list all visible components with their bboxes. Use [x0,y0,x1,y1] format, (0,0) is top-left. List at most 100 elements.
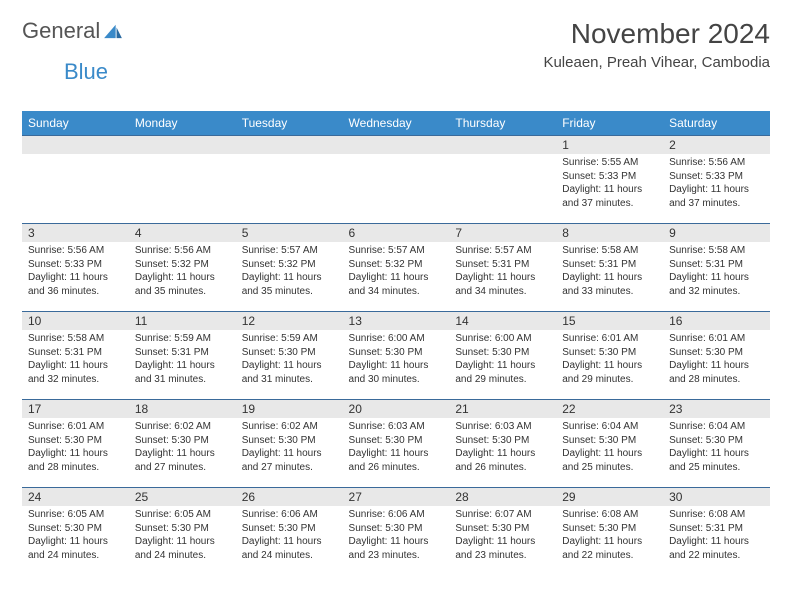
calendar-day-cell: 27Sunrise: 6:06 AMSunset: 5:30 PMDayligh… [343,488,450,576]
day-number: 1 [556,136,663,154]
day-number [343,136,450,154]
day-data: Sunrise: 6:01 AMSunset: 5:30 PMDaylight:… [22,418,129,478]
day-data: Sunrise: 6:00 AMSunset: 5:30 PMDaylight:… [343,330,450,390]
calendar-day-cell: 2Sunrise: 5:56 AMSunset: 5:33 PMDaylight… [663,136,770,224]
calendar-day-cell: 21Sunrise: 6:03 AMSunset: 5:30 PMDayligh… [449,400,556,488]
calendar-week-row: 10Sunrise: 5:58 AMSunset: 5:31 PMDayligh… [22,312,770,400]
logo-sail-icon [104,23,122,39]
day-number: 10 [22,312,129,330]
calendar-day-cell: 7Sunrise: 5:57 AMSunset: 5:31 PMDaylight… [449,224,556,312]
day-data: Sunrise: 5:57 AMSunset: 5:32 PMDaylight:… [236,242,343,302]
day-data: Sunrise: 6:05 AMSunset: 5:30 PMDaylight:… [129,506,236,566]
dow-wednesday: Wednesday [343,111,450,136]
day-data: Sunrise: 6:03 AMSunset: 5:30 PMDaylight:… [343,418,450,478]
day-number [129,136,236,154]
day-number: 23 [663,400,770,418]
day-number: 25 [129,488,236,506]
day-number: 14 [449,312,556,330]
day-data: Sunrise: 5:57 AMSunset: 5:31 PMDaylight:… [449,242,556,302]
day-number: 20 [343,400,450,418]
calendar-day-cell: 14Sunrise: 6:00 AMSunset: 5:30 PMDayligh… [449,312,556,400]
calendar-day-cell: 9Sunrise: 5:58 AMSunset: 5:31 PMDaylight… [663,224,770,312]
day-data: Sunrise: 5:56 AMSunset: 5:32 PMDaylight:… [129,242,236,302]
day-number: 15 [556,312,663,330]
day-number: 4 [129,224,236,242]
day-data [343,154,450,160]
day-data: Sunrise: 5:55 AMSunset: 5:33 PMDaylight:… [556,154,663,214]
day-number: 22 [556,400,663,418]
day-number: 5 [236,224,343,242]
calendar-day-cell: 4Sunrise: 5:56 AMSunset: 5:32 PMDaylight… [129,224,236,312]
calendar-week-row: 3Sunrise: 5:56 AMSunset: 5:33 PMDaylight… [22,224,770,312]
day-data: Sunrise: 6:01 AMSunset: 5:30 PMDaylight:… [556,330,663,390]
calendar-day-cell [343,136,450,224]
calendar-day-cell: 17Sunrise: 6:01 AMSunset: 5:30 PMDayligh… [22,400,129,488]
day-number: 29 [556,488,663,506]
day-number: 27 [343,488,450,506]
calendar-day-cell: 23Sunrise: 6:04 AMSunset: 5:30 PMDayligh… [663,400,770,488]
day-number [449,136,556,154]
logo: General [22,18,122,44]
calendar-day-cell: 8Sunrise: 5:58 AMSunset: 5:31 PMDaylight… [556,224,663,312]
calendar-day-cell [22,136,129,224]
day-data: Sunrise: 6:03 AMSunset: 5:30 PMDaylight:… [449,418,556,478]
calendar-day-cell: 3Sunrise: 5:56 AMSunset: 5:33 PMDaylight… [22,224,129,312]
day-number: 18 [129,400,236,418]
day-data: Sunrise: 5:58 AMSunset: 5:31 PMDaylight:… [22,330,129,390]
day-data: Sunrise: 5:59 AMSunset: 5:30 PMDaylight:… [236,330,343,390]
dow-friday: Friday [556,111,663,136]
day-data: Sunrise: 6:01 AMSunset: 5:30 PMDaylight:… [663,330,770,390]
calendar-day-cell [449,136,556,224]
day-number: 2 [663,136,770,154]
day-data [22,154,129,160]
day-number: 6 [343,224,450,242]
logo-text-general: General [22,18,100,44]
calendar-body: 1Sunrise: 5:55 AMSunset: 5:33 PMDaylight… [22,136,770,576]
day-number: 28 [449,488,556,506]
day-data: Sunrise: 5:57 AMSunset: 5:32 PMDaylight:… [343,242,450,302]
day-number: 3 [22,224,129,242]
calendar-day-cell: 22Sunrise: 6:04 AMSunset: 5:30 PMDayligh… [556,400,663,488]
calendar-week-row: 17Sunrise: 6:01 AMSunset: 5:30 PMDayligh… [22,400,770,488]
calendar-table: Sunday Monday Tuesday Wednesday Thursday… [22,111,770,576]
calendar-day-cell: 12Sunrise: 5:59 AMSunset: 5:30 PMDayligh… [236,312,343,400]
day-data: Sunrise: 5:58 AMSunset: 5:31 PMDaylight:… [663,242,770,302]
calendar-day-cell: 11Sunrise: 5:59 AMSunset: 5:31 PMDayligh… [129,312,236,400]
calendar-day-cell: 1Sunrise: 5:55 AMSunset: 5:33 PMDaylight… [556,136,663,224]
page-title: November 2024 [543,18,770,50]
calendar-day-cell: 29Sunrise: 6:08 AMSunset: 5:30 PMDayligh… [556,488,663,576]
day-data: Sunrise: 6:08 AMSunset: 5:30 PMDaylight:… [556,506,663,566]
day-data: Sunrise: 6:06 AMSunset: 5:30 PMDaylight:… [236,506,343,566]
calendar-day-cell: 20Sunrise: 6:03 AMSunset: 5:30 PMDayligh… [343,400,450,488]
calendar-week-row: 1Sunrise: 5:55 AMSunset: 5:33 PMDaylight… [22,136,770,224]
day-number: 24 [22,488,129,506]
day-data: Sunrise: 5:58 AMSunset: 5:31 PMDaylight:… [556,242,663,302]
calendar-day-cell: 28Sunrise: 6:07 AMSunset: 5:30 PMDayligh… [449,488,556,576]
dow-header-row: Sunday Monday Tuesday Wednesday Thursday… [22,111,770,136]
day-number: 7 [449,224,556,242]
day-data: Sunrise: 6:04 AMSunset: 5:30 PMDaylight:… [556,418,663,478]
day-number: 12 [236,312,343,330]
day-data: Sunrise: 5:59 AMSunset: 5:31 PMDaylight:… [129,330,236,390]
day-number [236,136,343,154]
calendar-day-cell: 25Sunrise: 6:05 AMSunset: 5:30 PMDayligh… [129,488,236,576]
calendar-day-cell: 26Sunrise: 6:06 AMSunset: 5:30 PMDayligh… [236,488,343,576]
calendar-day-cell: 10Sunrise: 5:58 AMSunset: 5:31 PMDayligh… [22,312,129,400]
day-data: Sunrise: 6:06 AMSunset: 5:30 PMDaylight:… [343,506,450,566]
logo-text-blue: Blue [64,59,108,84]
calendar-day-cell: 6Sunrise: 5:57 AMSunset: 5:32 PMDaylight… [343,224,450,312]
day-number: 26 [236,488,343,506]
day-data: Sunrise: 6:04 AMSunset: 5:30 PMDaylight:… [663,418,770,478]
calendar-week-row: 24Sunrise: 6:05 AMSunset: 5:30 PMDayligh… [22,488,770,576]
calendar-day-cell: 30Sunrise: 6:08 AMSunset: 5:31 PMDayligh… [663,488,770,576]
day-data: Sunrise: 5:56 AMSunset: 5:33 PMDaylight:… [22,242,129,302]
day-data: Sunrise: 5:56 AMSunset: 5:33 PMDaylight:… [663,154,770,214]
day-number: 19 [236,400,343,418]
day-data: Sunrise: 6:00 AMSunset: 5:30 PMDaylight:… [449,330,556,390]
day-number: 30 [663,488,770,506]
day-number [22,136,129,154]
day-number: 17 [22,400,129,418]
calendar-day-cell: 13Sunrise: 6:00 AMSunset: 5:30 PMDayligh… [343,312,450,400]
calendar-day-cell: 5Sunrise: 5:57 AMSunset: 5:32 PMDaylight… [236,224,343,312]
day-data: Sunrise: 6:08 AMSunset: 5:31 PMDaylight:… [663,506,770,566]
